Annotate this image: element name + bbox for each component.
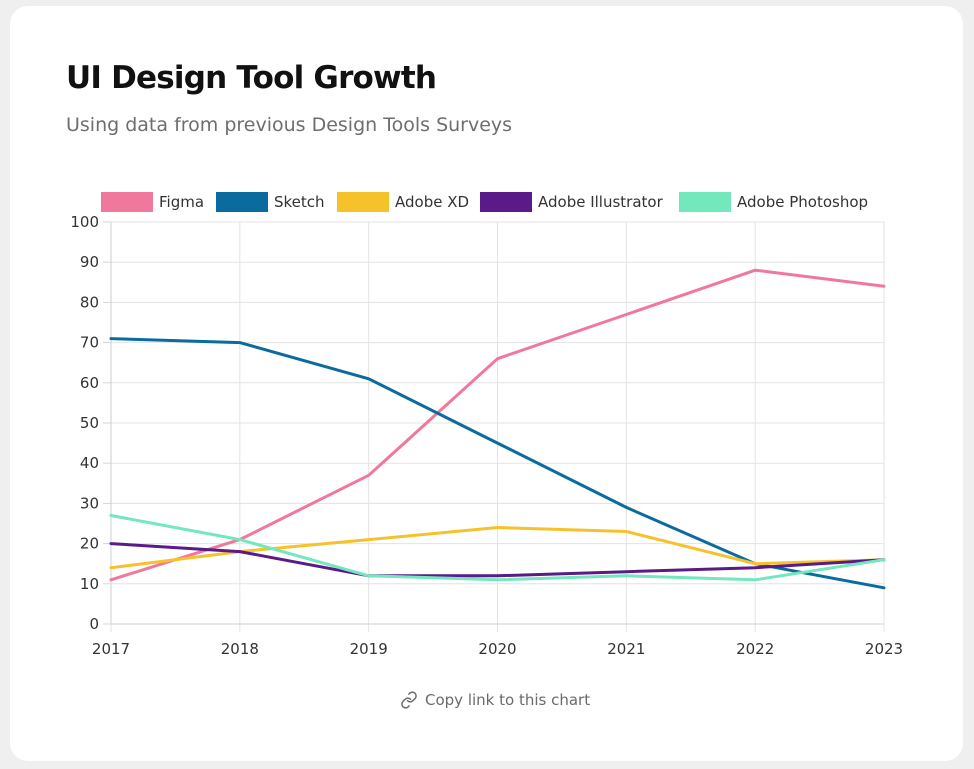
legend-label: Adobe Illustrator [538,193,664,211]
legend-swatch [337,192,389,212]
legend-swatch [101,192,153,212]
chart-title: UI Design Tool Growth [66,60,437,96]
legend-label: Adobe XD [395,193,469,211]
x-tick-label: 2017 [92,640,130,658]
x-tick-label: 2019 [350,640,388,658]
series-line-adobe-photoshop [109,514,886,582]
y-tick-label: 50 [80,414,99,432]
series-line-adobe-illustrator [109,542,886,578]
y-tick-label: 10 [80,575,99,593]
x-tick-label: 2018 [221,640,259,658]
legend-swatch [480,192,532,212]
chart-grid [110,221,885,632]
y-tick-label: 40 [80,454,99,472]
y-tick-label: 60 [80,374,99,392]
legend-item-figma[interactable]: Figma [101,192,204,212]
legend-item-adobe-illustrator[interactable]: Adobe Illustrator [480,192,664,212]
y-tick-label: 0 [89,615,99,633]
legend-item-sketch[interactable]: Sketch [216,192,325,212]
y-tick-label: 20 [80,535,99,553]
legend-label: Sketch [274,193,325,211]
chart-card: UI Design Tool Growth Using data from pr… [10,6,963,761]
chart-series [109,268,886,590]
copy-link-button[interactable]: Copy link to this chart [400,689,590,711]
chart-subtitle: Using data from previous Design Tools Su… [66,114,513,136]
x-tick-label: 2023 [865,640,903,658]
legend-label: Figma [159,193,204,211]
legend-swatch [679,192,731,212]
y-tick-label: 90 [80,253,99,271]
copy-link-label: Copy link to this chart [425,691,591,709]
line-chart: Figma Sketch Adobe XD Adobe Illustrator Adob… [70,192,903,658]
y-tick-label: 80 [80,293,99,311]
legend-item-adobe-xd[interactable]: Adobe XD [337,192,469,212]
legend-item-adobe-photoshop[interactable]: Adobe Photoshop [679,192,868,212]
y-axis: 0 10 20 30 40 50 60 70 80 90 100 [70,213,112,633]
x-tick-label: 2020 [478,640,516,658]
y-tick-label: 30 [80,494,99,512]
x-tick-label: 2022 [736,640,774,658]
x-tick-label: 2021 [607,640,645,658]
x-axis: 2017 2018 2019 2020 2021 2022 2023 [92,623,903,658]
y-tick-label: 70 [80,334,99,352]
chart-legend: Figma Sketch Adobe XD Adobe Illustrator Adob… [101,192,868,212]
link-icon [400,691,418,709]
legend-label: Adobe Photoshop [737,193,868,211]
legend-swatch [216,192,268,212]
y-tick-label: 100 [70,213,99,231]
